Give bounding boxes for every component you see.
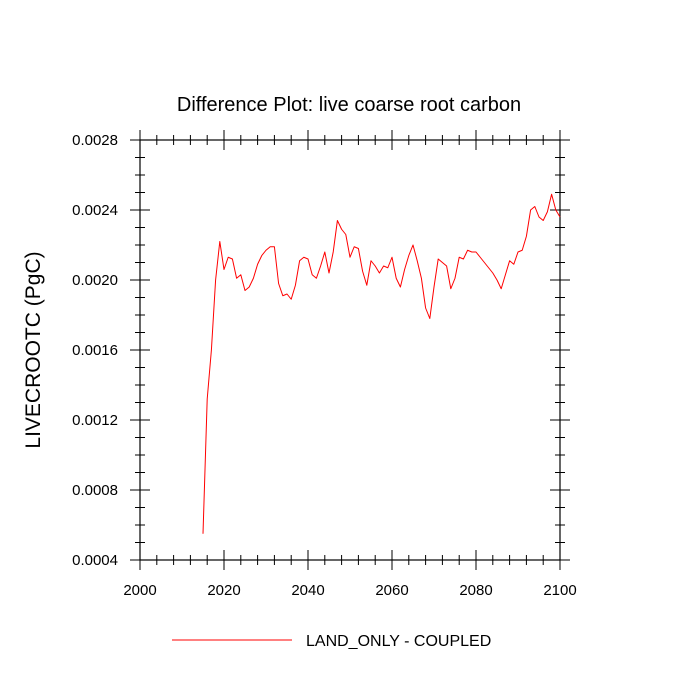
x-tick-label: 2020 [207,582,240,599]
axis-ticks [130,130,570,570]
y-tick-label: 0.0004 [72,552,118,569]
x-tick-label: 2000 [123,582,156,599]
y-tick-label: 0.0028 [72,132,118,149]
x-tick-label: 2040 [291,582,324,599]
y-tick-label: 0.0008 [72,482,118,499]
axis-tick-labels: 2000 2020 2040 2060 2080 2100 0.0004 0.0008 0.00… [72,132,577,599]
legend-label: LAND_ONLY - COUPLED [306,633,491,650]
series-line [202,193,561,534]
y-tick-label: 0.0016 [72,342,118,359]
y-tick-label: 0.0020 [72,272,118,289]
x-tick-label: 2060 [375,582,408,599]
chart-title: Difference Plot: live coarse root carbon [177,94,521,116]
series-layer [202,193,561,534]
plot-frame [139,139,561,561]
x-tick-label: 2080 [459,582,492,599]
y-axis-label: LIVECROOTC (PgC) [22,251,45,448]
x-tick-label: 2100 [543,582,576,599]
legend: LAND_ONLY - COUPLED [172,633,491,650]
y-tick-label: 0.0012 [72,412,118,429]
y-tick-label: 0.0024 [72,202,118,219]
